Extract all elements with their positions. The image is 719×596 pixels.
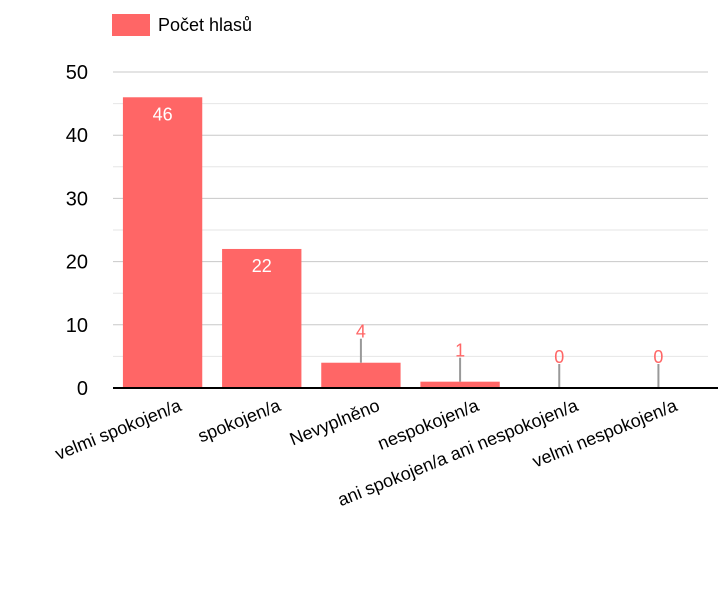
y-tick-label: 0	[77, 378, 88, 400]
data-label: 4	[356, 322, 366, 342]
chart-legend: Počet hlasů	[112, 14, 252, 36]
data-label: 0	[653, 347, 663, 367]
data-label: 0	[554, 347, 564, 367]
y-tick-label: 20	[66, 252, 88, 274]
data-label: 1	[455, 341, 465, 361]
y-tick-label: 50	[66, 62, 88, 84]
bar	[222, 248, 302, 388]
bar	[122, 97, 203, 388]
y-tick-label: 40	[66, 125, 88, 147]
bar	[321, 362, 401, 388]
bar	[420, 381, 500, 388]
legend-label: Počet hlasů	[158, 14, 253, 35]
data-label: 22	[252, 256, 272, 276]
legend-swatch	[112, 14, 150, 36]
y-tick-label: 10	[66, 315, 88, 337]
x-tick-label: velmi spokojen/a	[52, 395, 185, 464]
x-tick-label: Nevyplněno	[287, 395, 383, 449]
data-label: 46	[153, 104, 173, 124]
x-tick-label: spokojen/a	[195, 395, 284, 447]
y-tick-label: 30	[66, 188, 88, 210]
